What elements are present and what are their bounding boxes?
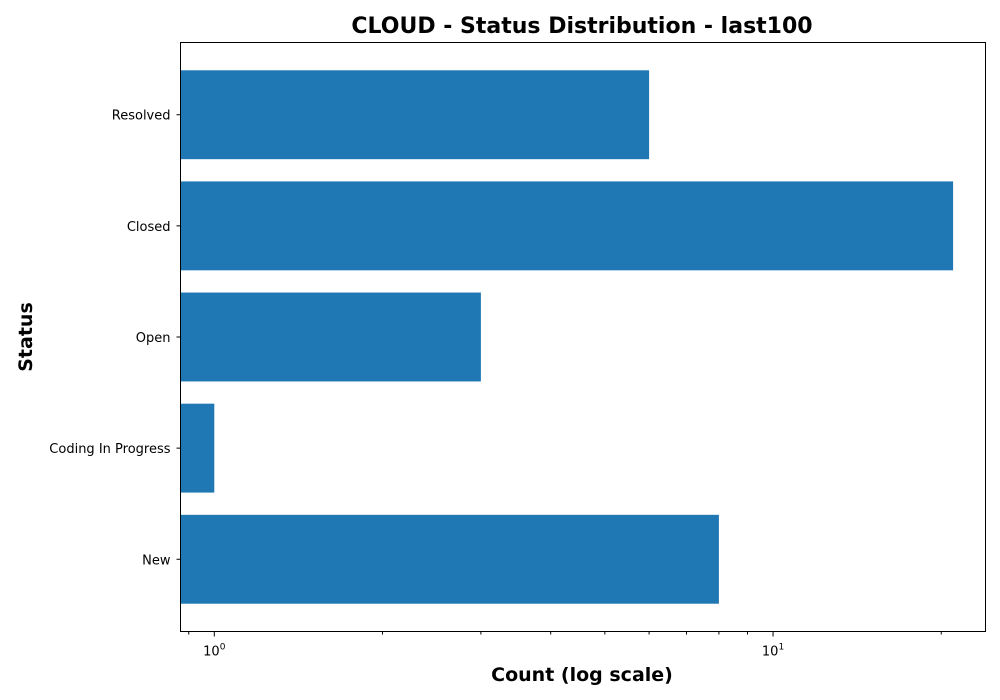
y-axis-ticks: Resolved Closed Open Coding In Progress New [49, 109, 181, 568]
x-axis-ticks: 100 101 [188, 631, 942, 660]
y-tick-label: Closed [127, 220, 171, 235]
chart-title: CLOUD - Status Distribution - last100 [351, 14, 812, 39]
y-tick-label: New [142, 553, 171, 568]
y-tick-label: Coding In Progress [49, 442, 170, 457]
bar-open [180, 292, 481, 382]
x-axis-label: Count (log scale) [491, 664, 673, 686]
y-tick-label: Open [136, 331, 171, 346]
plot-frame [180, 42, 986, 632]
bar-new [180, 514, 719, 604]
bar-closed [180, 181, 954, 271]
x-tick-label: 100 [203, 643, 226, 660]
x-tick-label: 101 [762, 643, 784, 660]
y-axis-label: Status [15, 302, 37, 372]
bars-group [180, 70, 954, 604]
bar-resolved [180, 70, 650, 160]
y-tick-label: Resolved [112, 109, 171, 124]
bar-coding-in-progress [180, 403, 215, 493]
